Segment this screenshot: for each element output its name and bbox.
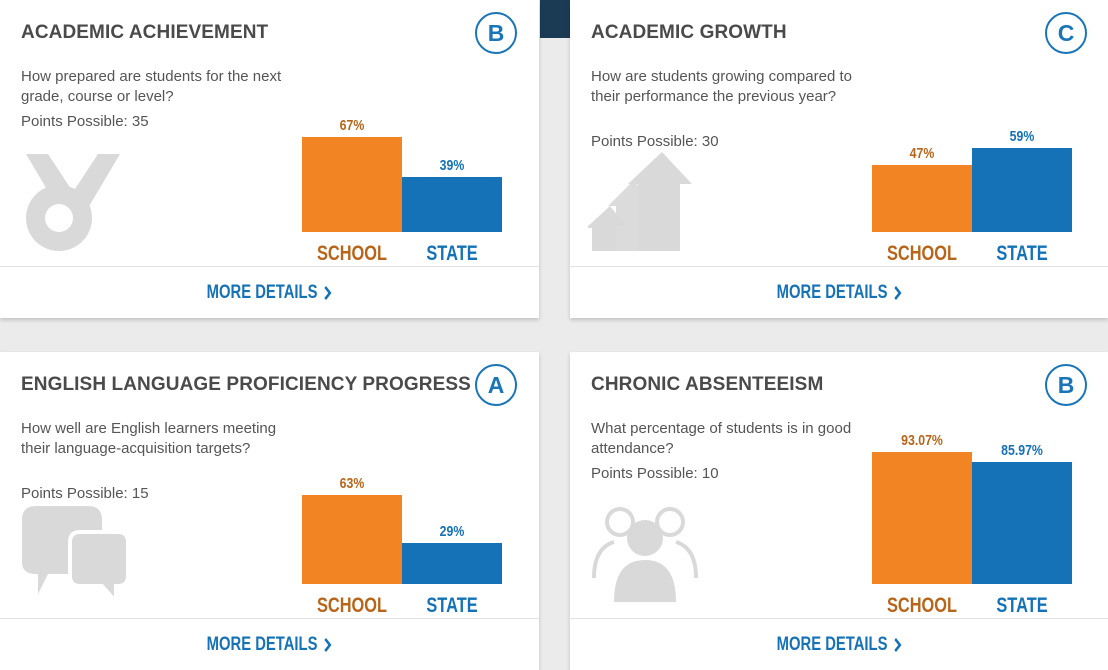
bar-state [972, 462, 1072, 584]
more-details-label: MORE DETAILS [207, 282, 318, 303]
bar-value-label-school: 67% [339, 117, 365, 134]
grade-badge: B [1045, 364, 1087, 406]
points-possible: Points Possible: 35 [21, 113, 149, 130]
card-question: How well are English learners meeting th… [21, 420, 277, 457]
points-possible: Points Possible: 15 [21, 485, 149, 502]
card-academic-growth: ACADEMIC GROWTH C How are students growi… [570, 0, 1108, 318]
bar-chart: 47% SCHOOL 59% STATE [871, 56, 1073, 274]
divider [570, 266, 1108, 267]
growth-arrows-icon [588, 152, 692, 251]
medal-icon [26, 154, 120, 251]
card-chronic-absenteeism: CHRONIC ABSENTEEISM B What percentage of… [570, 352, 1108, 670]
more-details-label: MORE DETAILS [207, 634, 318, 655]
bar-school [872, 165, 972, 232]
bar-value-label-state: 59% [1009, 128, 1035, 145]
bar-value-label-school: 47% [909, 145, 935, 162]
card-academic-achievement: ACADEMIC ACHIEVEMENT B How prepared are … [0, 0, 539, 318]
speech-bubbles-icon [22, 506, 128, 608]
chevron-right-icon [324, 638, 332, 652]
card-title: ACADEMIC GROWTH [591, 22, 787, 43]
divider [0, 618, 539, 619]
category-label-state: STATE [996, 242, 1048, 265]
bar-school [302, 495, 402, 584]
card-question: How are students growing compared to the… [591, 68, 852, 105]
card-title: ACADEMIC ACHIEVEMENT [21, 22, 269, 43]
grade-badge: B [475, 12, 517, 54]
more-details-label: MORE DETAILS [776, 282, 888, 303]
bar-chart: 67% SCHOOL 39% STATE [301, 56, 503, 274]
bar-school [302, 137, 402, 232]
divider [0, 266, 539, 267]
bar-value-label-school: 93.07% [901, 432, 943, 449]
bar-school [872, 452, 972, 584]
chevron-right-icon [894, 638, 902, 652]
card-question: What percentage of students is in good a… [591, 420, 852, 457]
header-strip [540, 0, 570, 38]
more-details-link[interactable]: MORE DETAILS [570, 634, 1108, 656]
card-english-language-proficiency: ENGLISH LANGUAGE PROFICIENCY PROGRESS A … [0, 352, 539, 670]
bar-state [402, 543, 502, 584]
bar-value-label-state: 39% [439, 157, 465, 174]
category-label-school: SCHOOL [886, 594, 958, 617]
chevron-right-icon [324, 286, 332, 300]
bar-value-label-state: 29% [439, 523, 465, 540]
divider [570, 618, 1108, 619]
bar-value-label-state: 85.97% [1001, 442, 1043, 459]
people-group-icon [592, 507, 698, 602]
more-details-link[interactable]: MORE DETAILS [570, 282, 1108, 304]
category-label-school: SCHOOL [886, 242, 958, 265]
card-question: How prepared are students for the next g… [21, 68, 282, 105]
card-title: CHRONIC ABSENTEEISM [591, 374, 824, 395]
more-details-link[interactable]: MORE DETAILS [0, 634, 539, 656]
bar-chart: 63% SCHOOL 29% STATE [301, 408, 503, 626]
card-title: ENGLISH LANGUAGE PROFICIENCY PROGRESS [21, 374, 471, 395]
grade-badge: C [1045, 12, 1087, 54]
chevron-right-icon [894, 286, 902, 300]
more-details-label: MORE DETAILS [776, 634, 888, 655]
bar-state [402, 177, 502, 232]
category-label-school: SCHOOL [316, 242, 388, 265]
grade-badge: A [475, 364, 517, 406]
category-label-state: STATE [996, 594, 1048, 617]
category-label-state: STATE [426, 242, 478, 265]
category-label-school: SCHOOL [316, 594, 388, 617]
category-label-state: STATE [426, 594, 478, 617]
points-possible: Points Possible: 10 [591, 465, 719, 482]
bar-chart: 93.07% SCHOOL 85.97% STATE [871, 408, 1073, 626]
bar-value-label-school: 63% [339, 475, 365, 492]
bar-state [972, 148, 1072, 232]
points-possible: Points Possible: 30 [591, 133, 719, 150]
more-details-link[interactable]: MORE DETAILS [0, 282, 539, 304]
